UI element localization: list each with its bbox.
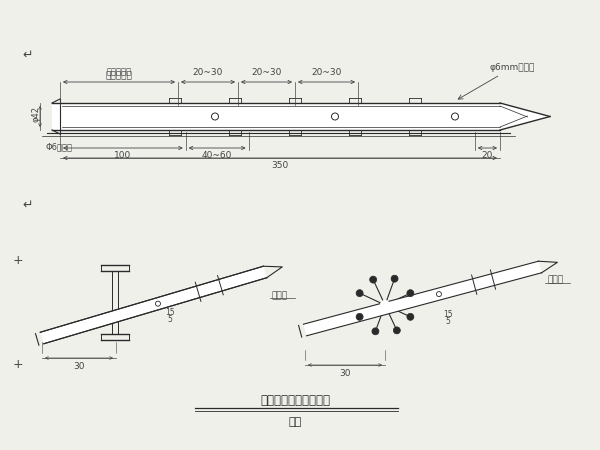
Text: +: + (13, 253, 23, 266)
Circle shape (407, 290, 414, 297)
Text: 100: 100 (114, 151, 131, 160)
Text: 钉花管: 钉花管 (548, 275, 564, 284)
Circle shape (356, 290, 363, 297)
Text: ↵: ↵ (22, 49, 32, 62)
Text: 钉花管: 钉花管 (272, 292, 288, 301)
Text: 示意: 示意 (289, 417, 302, 427)
Text: 20~30: 20~30 (311, 68, 341, 77)
Text: 30: 30 (339, 369, 351, 378)
Circle shape (407, 313, 414, 320)
Text: 40~60: 40~60 (202, 151, 232, 160)
Text: 5: 5 (167, 315, 172, 324)
Text: φ42: φ42 (32, 107, 41, 122)
Circle shape (372, 328, 379, 335)
Text: 350: 350 (271, 161, 289, 170)
Text: 20~30: 20~30 (251, 68, 281, 77)
Text: +: + (13, 359, 23, 372)
Text: 15: 15 (443, 310, 453, 319)
Text: 5: 5 (446, 317, 451, 326)
Text: ↵: ↵ (22, 198, 32, 211)
Circle shape (380, 301, 389, 310)
Text: 小导管架设位置示意图: 小导管架设位置示意图 (260, 393, 330, 406)
Text: 预留止浆段: 预留止浆段 (107, 67, 131, 76)
Polygon shape (304, 261, 542, 336)
Text: 20: 20 (482, 151, 493, 160)
Text: Φ6加劲箋: Φ6加劲箋 (45, 142, 72, 151)
Text: 15: 15 (165, 308, 175, 317)
Polygon shape (40, 266, 267, 344)
Circle shape (370, 276, 377, 283)
Text: φ6mm注浆孔: φ6mm注浆孔 (458, 63, 535, 99)
Circle shape (356, 313, 363, 320)
Text: 预留止浆段: 预留止浆段 (106, 72, 133, 81)
Circle shape (394, 327, 400, 334)
Text: 30: 30 (73, 362, 85, 371)
Text: 20~30: 20~30 (193, 68, 223, 77)
Polygon shape (500, 103, 550, 130)
Circle shape (391, 275, 398, 282)
Bar (52, 103, 500, 130)
